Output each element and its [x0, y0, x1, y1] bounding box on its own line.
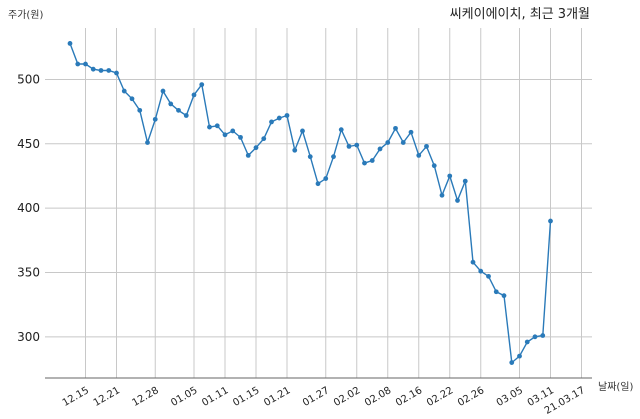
x-tick-label: 02.26: [456, 385, 486, 409]
price-point: [408, 129, 414, 135]
x-tick-label: 01.11: [200, 385, 230, 409]
price-point: [261, 136, 267, 142]
price-point: [137, 107, 143, 113]
price-point: [199, 82, 205, 88]
x-tick-label: 02.16: [394, 385, 424, 409]
x-tick-label: 01.27: [301, 385, 331, 409]
x-tick-label: 12.21: [92, 385, 122, 409]
price-point: [145, 140, 150, 145]
price-point: [168, 101, 174, 107]
grid-lines: [45, 28, 592, 378]
tick-labels: 300 350 400 450 500 12.15 12.21 12.28 01.05 01.11…: [17, 72, 587, 416]
price-point: [354, 142, 360, 148]
price-series: [67, 41, 553, 365]
price-point: [160, 88, 166, 94]
price-point: [75, 61, 81, 67]
price-point: [431, 163, 437, 169]
price-point: [493, 289, 499, 295]
price-point: [377, 146, 383, 152]
x-tick-label: 12.28: [130, 385, 160, 409]
price-point: [439, 192, 445, 198]
x-tick-label: 03.05: [495, 385, 525, 409]
price-point: [486, 273, 491, 279]
price-point: [292, 147, 298, 153]
y-tick-label: 300: [17, 330, 40, 344]
price-point: [532, 334, 538, 340]
price-point: [346, 143, 352, 149]
chart-title: 씨케이에이치, 최근 3개월: [450, 7, 590, 22]
price-point: [90, 66, 96, 72]
price-point: [191, 92, 197, 98]
price-point: [269, 119, 274, 125]
price-point: [276, 115, 282, 121]
price-line: [69, 43, 552, 364]
price-point: [400, 140, 406, 145]
price-point: [517, 353, 522, 359]
price-point: [129, 96, 135, 102]
price-point: [509, 360, 515, 365]
price-point: [315, 181, 321, 187]
x-tick-label: 01.05: [169, 385, 199, 409]
price-point: [238, 134, 243, 140]
price-point: [152, 116, 158, 122]
price-point: [284, 113, 290, 118]
price-point: [462, 178, 468, 184]
price-point: [245, 152, 251, 158]
price-point: [222, 132, 228, 138]
price-point: [230, 128, 236, 134]
price-point: [548, 218, 553, 224]
y-tick-label: 400: [17, 201, 40, 215]
price-point: [478, 268, 484, 274]
price-point: [98, 68, 104, 73]
price-point: [540, 333, 546, 338]
x-tick-label: 12.15: [61, 385, 91, 409]
y-tick-label: 450: [17, 137, 40, 151]
price-point: [307, 154, 313, 160]
x-tick-label: 02.02: [332, 385, 362, 409]
x-axis-label: 날짜(일): [598, 381, 634, 393]
price-point: [369, 158, 375, 163]
price-point: [331, 154, 336, 160]
price-point: [207, 124, 212, 130]
price-point: [393, 125, 398, 131]
y-tick-label: 350: [17, 265, 40, 279]
price-point: [83, 61, 88, 67]
price-point: [323, 176, 329, 181]
price-point: [214, 123, 220, 129]
price-point: [455, 198, 460, 203]
price-point: [176, 107, 181, 113]
price-point: [106, 68, 112, 73]
price-point: [447, 173, 453, 179]
price-point: [362, 160, 367, 166]
price-point: [121, 88, 127, 94]
price-point: [385, 140, 391, 145]
x-tick-label: 02.22: [425, 385, 455, 409]
price-point: [114, 70, 119, 76]
price-point: [524, 339, 530, 345]
price-point: [424, 143, 429, 149]
x-tick-label: 01.21: [262, 385, 292, 409]
price-point: [67, 41, 73, 46]
x-tick-label: 01.15: [231, 385, 261, 409]
price-point: [470, 259, 476, 265]
x-tick-label: 02.08: [363, 385, 393, 409]
price-point: [416, 152, 422, 158]
price-point: [300, 128, 305, 134]
price-point: [501, 293, 507, 299]
price-point: [253, 145, 259, 151]
price-point: [183, 113, 189, 118]
y-tick-label: 500: [17, 72, 40, 86]
price-point: [338, 127, 344, 133]
y-axis-label: 주가(원): [8, 9, 44, 21]
